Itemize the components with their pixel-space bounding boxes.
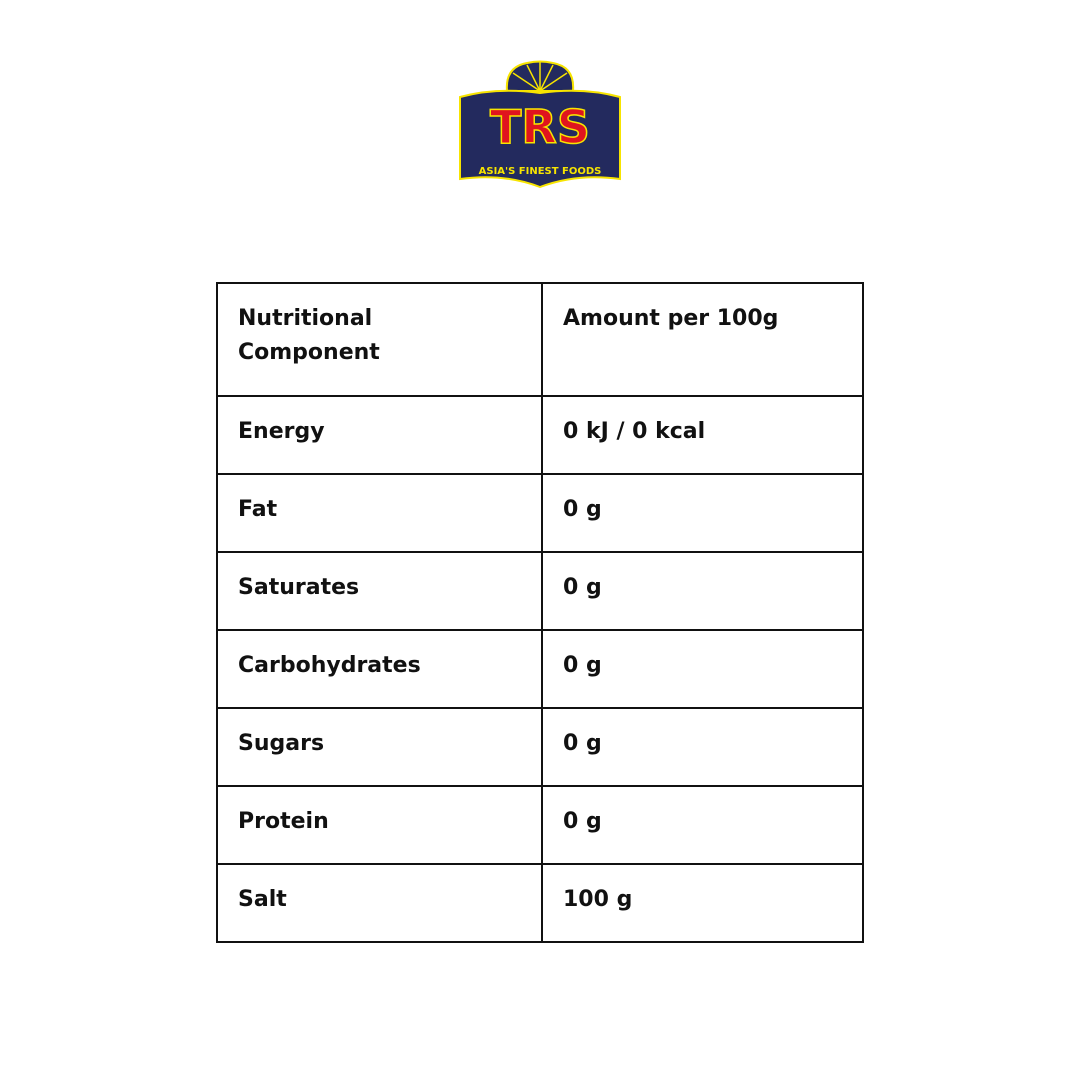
component-cell: Fat — [216, 473, 543, 553]
header-amount: Amount per 100g — [541, 282, 864, 397]
amount-cell: 0 g — [541, 473, 864, 553]
component-cell: Saturates — [216, 551, 543, 631]
logo-banner — [459, 89, 621, 189]
component-cell: Carbohydrates — [216, 629, 543, 709]
table-header-row: Nutritional Component Amount per 100g — [216, 282, 864, 397]
nutrition-table: Nutritional Component Amount per 100g En… — [216, 282, 864, 943]
header-component: Nutritional Component — [216, 282, 543, 397]
amount-cell: 0 g — [541, 785, 864, 865]
component-cell: Sugars — [216, 707, 543, 787]
component-cell: Protein — [216, 785, 543, 865]
table-row: Sugars 0 g — [216, 707, 864, 787]
amount-cell: 0 g — [541, 551, 864, 631]
component-cell: Energy — [216, 395, 543, 475]
table-row: Saturates 0 g — [216, 551, 864, 631]
amount-cell: 0 kJ / 0 kcal — [541, 395, 864, 475]
amount-cell: 0 g — [541, 629, 864, 709]
amount-cell: 0 g — [541, 707, 864, 787]
amount-cell: 100 g — [541, 863, 864, 943]
table-row: Carbohydrates 0 g — [216, 629, 864, 709]
table-row: Fat 0 g — [216, 473, 864, 553]
trs-logo: TRS ASIA'S FINEST FOODS — [459, 60, 621, 189]
component-cell: Salt — [216, 863, 543, 943]
table-row: Protein 0 g — [216, 785, 864, 865]
table-row: Salt 100 g — [216, 863, 864, 943]
table-row: Energy 0 kJ / 0 kcal — [216, 395, 864, 475]
logo-tagline: ASIA'S FINEST FOODS — [479, 166, 602, 177]
logo-brand-text: TRS — [490, 100, 590, 154]
